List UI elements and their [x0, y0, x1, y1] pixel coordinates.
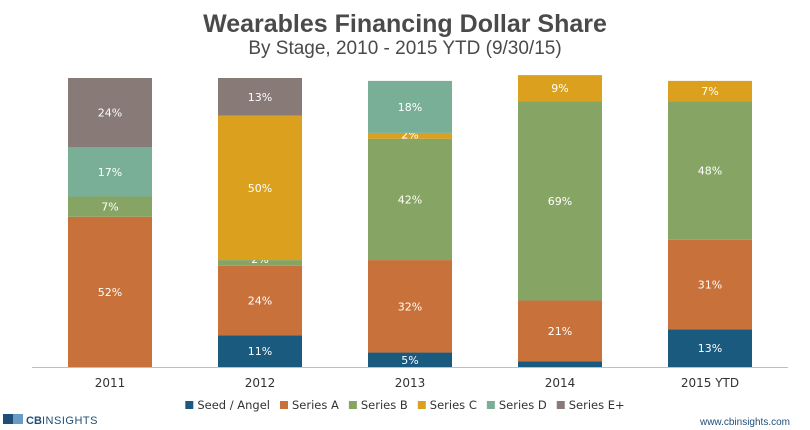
chart-subtitle: By Stage, 2010 - 2015 YTD (9/30/15) [248, 38, 561, 59]
x-tick-label: 2014 [545, 376, 576, 390]
bar-segment [668, 80, 752, 102]
bar-segment [218, 260, 302, 266]
data-label: 69% [548, 195, 572, 208]
data-label: 48% [698, 164, 722, 177]
bar-segment [518, 101, 602, 301]
legend-swatch [417, 401, 426, 409]
data-label: 32% [398, 300, 422, 313]
bar-segment [668, 239, 752, 330]
legend-swatch [486, 401, 495, 409]
chart-title: Wearables Financing Dollar Share [203, 10, 607, 38]
data-label: 7% [101, 201, 118, 214]
data-label: 9% [551, 82, 568, 95]
bar-segment [368, 80, 452, 133]
legend-label: Series D [499, 398, 547, 412]
legend-swatch [279, 401, 288, 409]
bar-segment [218, 265, 302, 336]
bar-segment [518, 75, 602, 102]
logo-cb-text: CB [26, 415, 42, 427]
legend-swatch [556, 401, 565, 409]
bar-segment [518, 300, 602, 362]
legend-swatch [185, 401, 194, 409]
legend-label: Series B [361, 398, 408, 412]
bar-segment [518, 361, 602, 367]
data-label: 31% [698, 279, 722, 292]
data-label: 21% [548, 325, 572, 338]
website-url: www.cbinsights.com [699, 417, 790, 428]
data-label: 11% [248, 345, 272, 358]
data-label: 42% [398, 193, 422, 206]
bar-segment [368, 138, 452, 261]
legend-swatch [348, 401, 357, 409]
bar-segment [368, 132, 452, 139]
bar-segment [668, 101, 752, 240]
data-label: 5% [401, 354, 418, 367]
bar-segment [68, 78, 152, 148]
data-label: 13% [248, 91, 272, 104]
x-tick-label: 2015 YTD [681, 376, 739, 390]
data-label: 50% [248, 182, 272, 195]
bar-segment [668, 329, 752, 367]
cb-insights-logo: CB INSIGHTS [3, 414, 98, 427]
bar-segment [218, 115, 302, 261]
bar-segment [368, 260, 452, 353]
bar-segment [68, 147, 152, 197]
bar-segment [68, 196, 152, 217]
data-label: 24% [98, 107, 122, 120]
logo-insights-text: INSIGHTS [42, 415, 98, 427]
data-label: 18% [398, 101, 422, 114]
legend-label: Series A [292, 398, 339, 412]
bar-segment [218, 335, 302, 367]
data-label: 52% [98, 286, 122, 299]
bar-segment [218, 78, 302, 116]
legend-label: Series E+ [569, 398, 625, 412]
legend: Seed / Angel Series A Series B Series C Seri… [185, 398, 625, 412]
bar-segment [368, 352, 452, 367]
cb-logo-mark-icon [3, 414, 23, 424]
data-label: 24% [248, 295, 272, 308]
x-tick-label: 2011 [95, 376, 126, 390]
data-label: 7% [701, 85, 718, 98]
x-tick-label: 2012 [245, 376, 276, 390]
data-label: 13% [698, 342, 722, 355]
x-tick-labels: 2011 2012 2013 2014 2015 YTD [95, 376, 739, 390]
data-label: 17% [98, 166, 122, 179]
legend-label: Seed / Angel [197, 398, 270, 412]
x-tick-label: 2013 [395, 376, 426, 390]
bar-segment [68, 216, 152, 367]
legend-label: Series C [430, 398, 477, 412]
bars-group: 52%7%17%24%11%24%2%50%13%5%32%42%2%18%2%… [68, 75, 752, 367]
